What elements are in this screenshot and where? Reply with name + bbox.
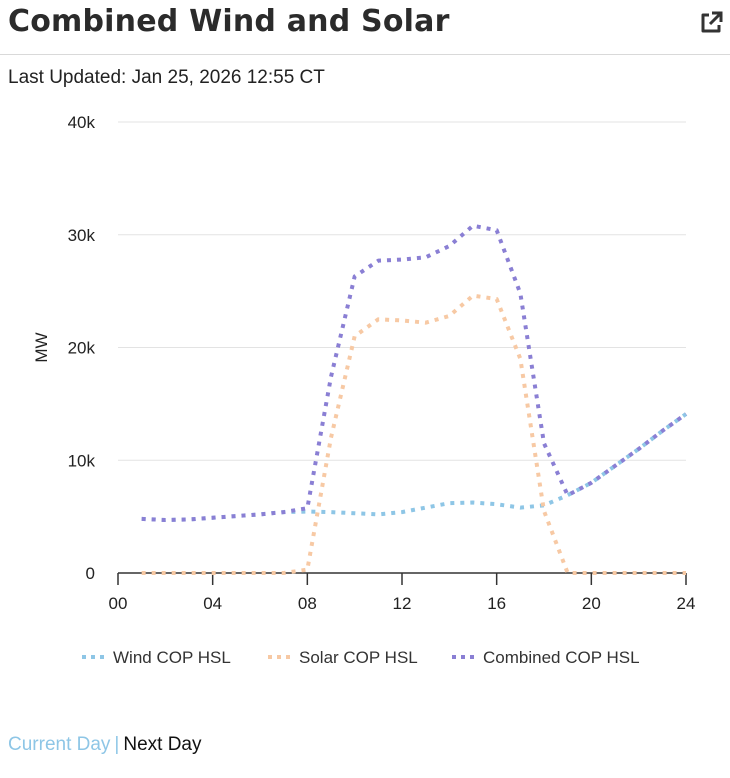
current-day-link[interactable]: Current Day (8, 734, 111, 755)
legend-label: Wind COP HSL (113, 648, 231, 667)
header: Combined Wind and Solar (0, 0, 730, 55)
x-tick-label: 08 (298, 594, 317, 613)
y-axis-label: MW (32, 332, 51, 362)
legend-label: Combined COP HSL (483, 648, 640, 667)
x-tick-label: 04 (203, 594, 222, 613)
y-tick-label: 10k (68, 451, 96, 470)
y-tick-label: 40k (68, 113, 96, 132)
separator: | (114, 734, 120, 755)
y-tick-label: 30k (68, 226, 96, 245)
chart: 0 10k 20k 30k 40k 00 04 08 12 16 20 24 MW Wind COP HS… (32, 113, 696, 667)
x-tick-label: 12 (393, 594, 412, 613)
x-tick-label: 16 (487, 594, 506, 613)
series-line (141, 293, 686, 575)
y-tick-label: 0 (86, 564, 95, 583)
legend-label: Solar COP HSL (299, 648, 418, 667)
x-tick-label: 20 (582, 594, 601, 613)
x-tick-label: 24 (677, 594, 696, 613)
next-day-link[interactable]: Next Day (123, 734, 202, 755)
series-line (141, 412, 688, 523)
day-switcher: Current Day | Next Day (8, 734, 202, 756)
x-tick-label: 00 (109, 594, 128, 613)
external-link-icon[interactable] (698, 10, 724, 36)
series-line (141, 223, 688, 523)
page-title: Combined Wind and Solar (8, 4, 450, 39)
y-tick-label: 20k (68, 339, 96, 358)
last-updated-text: Last Updated: Jan 25, 2026 12:55 CT (8, 67, 325, 88)
